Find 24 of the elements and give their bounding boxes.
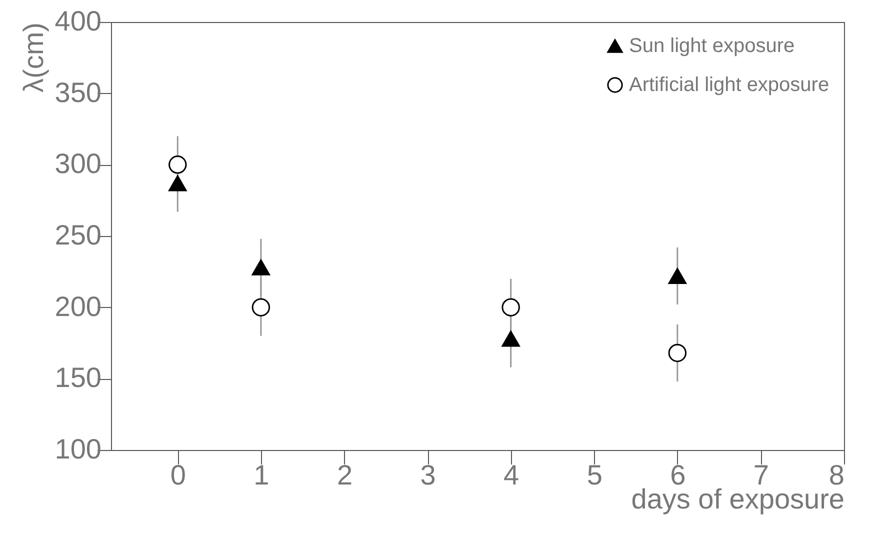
- y-tick-label: 400: [54, 6, 102, 36]
- point: [502, 298, 520, 316]
- y-tick-label: 300: [54, 148, 102, 180]
- y-tick-label: 200: [54, 290, 102, 322]
- y-tick-label: 150: [54, 362, 102, 394]
- x-tick-label: 1: [254, 460, 270, 490]
- point: [502, 330, 520, 347]
- point: [252, 259, 270, 276]
- x-tick-label: 3: [420, 460, 436, 490]
- point: [168, 156, 187, 174]
- y-tick-label: 350: [54, 76, 102, 108]
- x-tick-label: 0: [170, 460, 186, 490]
- point: [168, 175, 187, 192]
- y-tick-label: 250: [54, 220, 102, 250]
- point: [668, 344, 687, 362]
- legend-label: Sun light exposure: [629, 35, 795, 57]
- x-tick-label: 4: [504, 460, 520, 490]
- x-tick-label: 2: [336, 460, 353, 490]
- point: [668, 268, 687, 284]
- x-tick-label: 5: [586, 460, 602, 490]
- point: [252, 298, 270, 316]
- legend-label: Artificial light exposure: [629, 74, 830, 96]
- y-axis-title: λ(cm): [18, 22, 49, 92]
- y-tick-label: 100: [54, 434, 102, 464]
